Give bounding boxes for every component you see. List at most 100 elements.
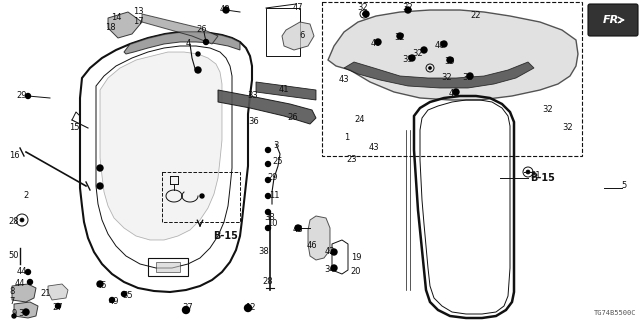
Text: 8: 8 bbox=[10, 286, 15, 295]
Text: 16: 16 bbox=[9, 150, 19, 159]
Text: 43: 43 bbox=[369, 143, 380, 153]
Text: 25: 25 bbox=[273, 157, 284, 166]
Text: 32: 32 bbox=[463, 74, 474, 83]
Text: 31: 31 bbox=[531, 172, 541, 180]
Circle shape bbox=[56, 303, 61, 308]
Circle shape bbox=[405, 7, 411, 13]
Circle shape bbox=[97, 165, 103, 171]
Polygon shape bbox=[344, 62, 534, 88]
Text: 48: 48 bbox=[220, 5, 230, 14]
Text: 28: 28 bbox=[9, 218, 19, 227]
Text: 26: 26 bbox=[196, 26, 207, 35]
Circle shape bbox=[195, 67, 201, 73]
Polygon shape bbox=[282, 22, 314, 50]
Text: 23: 23 bbox=[347, 156, 357, 164]
Circle shape bbox=[362, 12, 365, 15]
Circle shape bbox=[20, 218, 24, 222]
Circle shape bbox=[266, 162, 271, 166]
Circle shape bbox=[28, 279, 33, 284]
Circle shape bbox=[266, 226, 271, 230]
Circle shape bbox=[363, 11, 369, 17]
Circle shape bbox=[295, 225, 301, 231]
Text: 12: 12 bbox=[244, 303, 255, 313]
Text: 10: 10 bbox=[267, 220, 277, 228]
Circle shape bbox=[97, 183, 103, 189]
Text: FR.: FR. bbox=[603, 15, 623, 25]
Polygon shape bbox=[218, 90, 316, 124]
Text: 17: 17 bbox=[132, 18, 143, 27]
Text: 37: 37 bbox=[182, 303, 193, 313]
Polygon shape bbox=[108, 12, 142, 38]
Text: B-15: B-15 bbox=[213, 231, 238, 241]
Text: 39: 39 bbox=[445, 58, 455, 67]
Polygon shape bbox=[156, 262, 180, 272]
Circle shape bbox=[441, 41, 447, 47]
Text: 49: 49 bbox=[109, 298, 119, 307]
Text: 50: 50 bbox=[9, 252, 19, 260]
Circle shape bbox=[204, 39, 209, 44]
Text: 43: 43 bbox=[339, 76, 349, 84]
Text: 32: 32 bbox=[442, 74, 452, 83]
Text: 28: 28 bbox=[262, 276, 273, 285]
Polygon shape bbox=[308, 216, 330, 260]
Text: 32: 32 bbox=[403, 3, 413, 12]
Text: 32: 32 bbox=[358, 3, 368, 12]
Circle shape bbox=[453, 89, 459, 95]
Text: 30: 30 bbox=[19, 308, 29, 317]
Text: 6: 6 bbox=[300, 31, 305, 41]
Circle shape bbox=[447, 57, 453, 63]
Text: 26: 26 bbox=[288, 114, 298, 123]
Text: 1: 1 bbox=[344, 133, 349, 142]
Circle shape bbox=[12, 314, 16, 318]
Polygon shape bbox=[12, 284, 36, 302]
Circle shape bbox=[266, 210, 271, 214]
Text: 9: 9 bbox=[12, 308, 17, 317]
Text: 14: 14 bbox=[111, 13, 121, 22]
Text: 3: 3 bbox=[273, 141, 278, 150]
Text: 4: 4 bbox=[186, 39, 191, 49]
Circle shape bbox=[196, 52, 200, 56]
Circle shape bbox=[526, 170, 530, 174]
Text: 29: 29 bbox=[268, 173, 278, 182]
Circle shape bbox=[266, 148, 271, 153]
Text: 44: 44 bbox=[15, 278, 25, 287]
Text: 36: 36 bbox=[248, 117, 259, 126]
Text: 42: 42 bbox=[324, 247, 335, 257]
Text: 39: 39 bbox=[403, 55, 413, 65]
Text: 24: 24 bbox=[355, 116, 365, 124]
Polygon shape bbox=[328, 10, 578, 100]
Text: 40: 40 bbox=[449, 90, 460, 99]
Text: 20: 20 bbox=[351, 268, 361, 276]
Circle shape bbox=[26, 93, 31, 99]
Text: 32: 32 bbox=[543, 106, 554, 115]
Text: 11: 11 bbox=[269, 191, 279, 201]
Text: 32: 32 bbox=[563, 124, 573, 132]
Polygon shape bbox=[14, 302, 38, 318]
Text: 29: 29 bbox=[17, 91, 28, 100]
Circle shape bbox=[467, 73, 473, 79]
Circle shape bbox=[409, 55, 415, 61]
Circle shape bbox=[397, 33, 403, 39]
Text: 41: 41 bbox=[279, 85, 289, 94]
Text: 46: 46 bbox=[307, 242, 317, 251]
Circle shape bbox=[244, 305, 252, 311]
Text: 38: 38 bbox=[259, 247, 269, 257]
Text: 32: 32 bbox=[395, 34, 405, 43]
Circle shape bbox=[182, 307, 189, 314]
Circle shape bbox=[223, 7, 229, 13]
Text: 48: 48 bbox=[292, 226, 303, 235]
Text: 13: 13 bbox=[132, 7, 143, 17]
Text: 47: 47 bbox=[292, 4, 303, 12]
Text: 2: 2 bbox=[24, 190, 29, 199]
Polygon shape bbox=[48, 284, 68, 300]
Text: B-15: B-15 bbox=[530, 173, 555, 183]
Circle shape bbox=[122, 292, 127, 297]
Text: 40: 40 bbox=[371, 39, 381, 49]
Text: 5: 5 bbox=[621, 181, 627, 190]
Circle shape bbox=[266, 178, 271, 182]
Circle shape bbox=[97, 281, 103, 287]
Text: 27: 27 bbox=[52, 303, 63, 313]
Text: 44: 44 bbox=[17, 268, 28, 276]
Polygon shape bbox=[100, 52, 222, 240]
Text: 38: 38 bbox=[264, 213, 275, 222]
